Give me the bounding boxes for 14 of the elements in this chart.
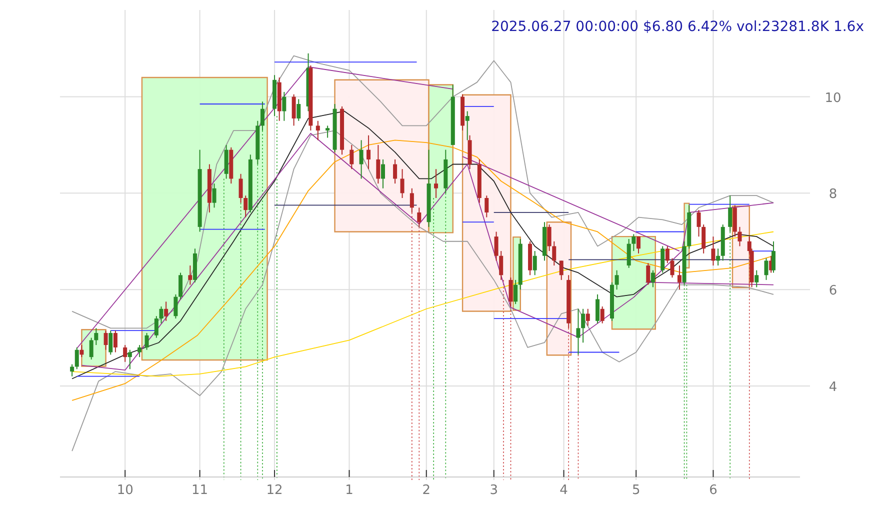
y-tick-label: 6 xyxy=(828,284,838,299)
x-tick-label: 6 xyxy=(709,483,718,498)
x-tick-label: 12 xyxy=(266,483,283,498)
y-tick-label: 8 xyxy=(828,187,838,202)
x-tick-label: 2 xyxy=(422,483,431,498)
x-tick-label: 3 xyxy=(490,483,498,498)
x-tick-label: 10 xyxy=(116,483,134,498)
y-tick-label: 4 xyxy=(828,380,838,395)
x-tick-label: 1 xyxy=(345,483,354,498)
y-tick-label: 10 xyxy=(824,90,842,106)
x-tick-label: 4 xyxy=(560,483,568,498)
x-tick-label: 5 xyxy=(632,483,640,498)
x-tick-label: 11 xyxy=(192,483,208,498)
text: 2025.06.27 00:00:00 $6.80 6.42% vol:23281.8K 1.6x xyxy=(491,19,864,35)
